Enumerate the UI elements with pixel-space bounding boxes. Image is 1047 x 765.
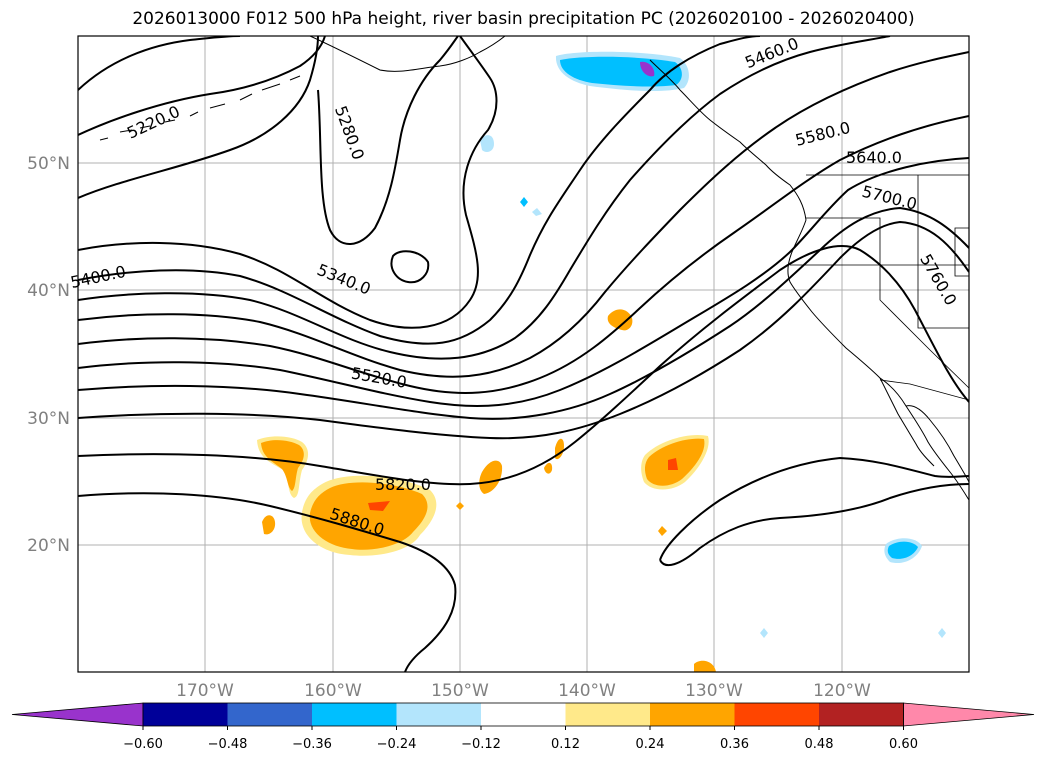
contour-5460 [78, 36, 891, 360]
colorbar-tick-label: 0.12 [551, 737, 580, 752]
precip-core-east [668, 458, 678, 470]
colorbar-extend-max [903, 702, 1035, 727]
contour-5760 [78, 220, 969, 440]
contour-5340 [78, 36, 498, 329]
precip-dot-2 [658, 526, 667, 536]
colorbar-outline [142, 702, 904, 727]
colorbar-segment [227, 703, 313, 726]
alaska-coastline [309, 36, 506, 72]
colorbar-segment [481, 703, 566, 726]
latitude-labels: 50°N 40°N 30°N 20°N [27, 154, 70, 556]
lon-label-120w: 120°W [813, 681, 871, 701]
precip-positive-shading [257, 309, 716, 672]
precip-dot-1 [456, 502, 464, 510]
aleutian-islands [99, 75, 301, 141]
lat-label-20n: 20°N [27, 536, 70, 556]
contour-label-5640: 5640.0 [846, 148, 902, 167]
contour-5700 [78, 206, 969, 420]
precip-dot-n1 [520, 197, 528, 207]
lon-label-170w: 170°W [176, 681, 234, 701]
lon-label-150w: 150°W [431, 681, 489, 701]
coastlines [99, 36, 969, 501]
contour-5520 [78, 51, 969, 378]
mexico-border [879, 379, 969, 401]
colorbar-segment [312, 703, 397, 726]
colorbar-tick-label: 0.36 [720, 737, 749, 752]
precip-blob-1 [479, 460, 503, 494]
contour-label-5820: 5820.0 [375, 475, 431, 494]
precip-area-west [261, 440, 304, 491]
precip-blob-3 [262, 515, 276, 535]
precip-blob-6 [694, 660, 716, 672]
colorbar-segment [650, 703, 735, 726]
map-frame [77, 35, 970, 673]
colorbar-tick-label: −0.12 [461, 737, 501, 752]
precip-dot-n4 [938, 628, 946, 638]
precip-blob-5 [544, 462, 553, 474]
contour-5340-loop [390, 250, 430, 284]
colorbar: −0.60 −0.48 −0.36 −0.24 −0.12 0.12 0.24 0.36 0.4… [11, 702, 1035, 752]
baja-california-coast [879, 377, 935, 467]
precip-area-baja [887, 541, 918, 559]
contour-5880 [78, 492, 457, 672]
lat-label-50n: 50°N [27, 154, 70, 174]
precip-area-hawaii [309, 482, 428, 550]
gulf-of-california-coast [905, 405, 969, 483]
precip-blob-north [480, 135, 494, 152]
map-panel [78, 36, 969, 672]
us-west-coastline [787, 219, 969, 501]
colorbar-tick-label: −0.36 [292, 737, 332, 752]
colorbar-tick-label: −0.60 [123, 737, 163, 752]
contour-5220 [78, 36, 326, 136]
precip-dot-n3 [760, 628, 768, 638]
map-title: 2026013000 F012 500 hPa height, river ba… [132, 9, 915, 29]
gridlines [78, 36, 969, 672]
contour-5400 [78, 36, 761, 345]
colorbar-segment [143, 703, 228, 726]
colorbar-segment [734, 703, 820, 726]
colorbar-tick-label: −0.24 [377, 737, 417, 752]
alaska-panhandle-coast [649, 59, 807, 221]
height-contours [78, 36, 969, 672]
colorbar-tick-label: 0.60 [889, 737, 918, 752]
colorbar-segment [396, 703, 482, 726]
longitude-labels: 170°W 160°W 150°W 140°W 130°W 120°W [176, 681, 871, 701]
lon-label-140w: 140°W [558, 681, 616, 701]
lat-label-30n: 30°N [27, 409, 70, 429]
colorbar-segment [565, 703, 651, 726]
contour-5880-east [659, 456, 969, 567]
precip-blob-2 [607, 309, 633, 331]
precip-core-gulf [640, 61, 655, 77]
colorbar-tick-label: 0.48 [805, 737, 834, 752]
state-border-wa-or [806, 217, 881, 265]
colorbar-extend-min [11, 702, 144, 727]
contour-5580 [78, 115, 969, 394]
lat-label-40n: 40°N [27, 281, 70, 301]
precip-core-hawaii [368, 501, 390, 511]
state-border-ca-nv [879, 265, 969, 389]
contour-5820 [78, 245, 969, 486]
colorbar-segment [819, 703, 904, 726]
precip-negative-shading [480, 51, 946, 638]
lon-label-160w: 160°W [304, 681, 362, 701]
lon-label-130w: 130°W [685, 681, 743, 701]
state-border-ut [954, 227, 969, 277]
precip-dot-n2 [532, 208, 542, 216]
precip-area-gulf [560, 56, 682, 87]
colorbar-tick-label: −0.48 [208, 737, 248, 752]
colorbar-tick-label: 0.24 [636, 737, 665, 752]
contour-5280 [78, 36, 459, 245]
contour-5640 [78, 157, 969, 407]
